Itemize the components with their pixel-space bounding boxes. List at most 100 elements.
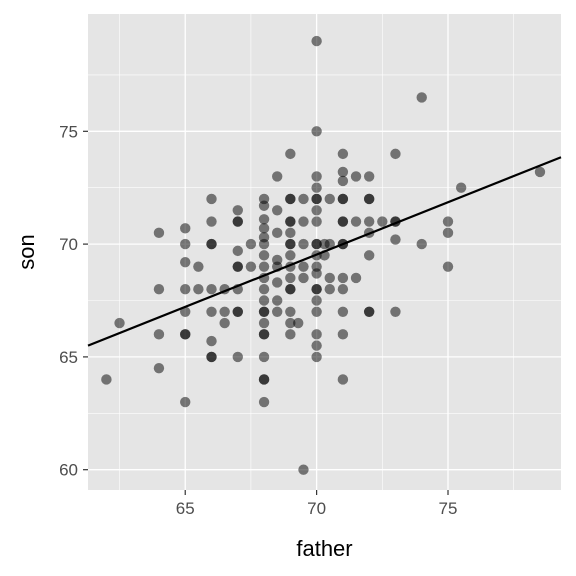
data-point	[324, 284, 335, 295]
data-point	[258, 200, 270, 211]
data-point	[311, 295, 322, 306]
data-point	[206, 335, 217, 347]
x-tick-label: 70	[307, 499, 326, 518]
data-point	[258, 250, 270, 261]
data-point	[272, 205, 283, 216]
data-point	[337, 216, 349, 227]
data-point	[324, 272, 335, 284]
data-point	[442, 261, 454, 272]
data-point	[350, 171, 362, 182]
x-tick-label: 65	[176, 499, 195, 518]
data-point	[311, 205, 322, 216]
data-point	[390, 234, 401, 245]
data-point	[232, 245, 243, 257]
data-point	[285, 284, 296, 295]
data-point	[298, 193, 309, 205]
data-point	[232, 261, 243, 272]
data-point	[311, 306, 322, 317]
data-point	[311, 216, 322, 227]
data-point	[311, 182, 322, 193]
data-point	[206, 193, 217, 205]
data-point	[337, 272, 349, 284]
data-point	[311, 351, 322, 363]
data-point	[311, 238, 322, 250]
data-point	[219, 306, 230, 317]
data-point	[258, 223, 270, 234]
data-point	[180, 238, 191, 250]
data-point	[193, 261, 204, 272]
data-point	[363, 193, 375, 205]
data-point	[232, 306, 243, 317]
data-point	[337, 306, 349, 317]
data-point	[324, 238, 335, 250]
data-point	[193, 284, 204, 295]
regression-line	[87, 156, 562, 347]
data-point	[293, 317, 304, 329]
data-point	[377, 216, 388, 227]
data-point	[272, 171, 283, 182]
data-point	[311, 193, 322, 205]
data-point	[298, 272, 309, 284]
data-point	[337, 284, 349, 295]
data-point	[153, 284, 165, 295]
data-point	[272, 306, 283, 317]
data-point	[206, 306, 217, 317]
data-point	[258, 329, 270, 340]
data-point	[285, 148, 296, 160]
data-point	[285, 272, 296, 284]
data-point	[232, 205, 243, 216]
data-point	[311, 268, 322, 279]
data-point	[258, 374, 270, 385]
data-point	[337, 329, 349, 340]
axes: 65 70 75 60 65 70 75	[59, 122, 457, 518]
data-point	[390, 148, 401, 160]
y-axis-title: son	[14, 234, 39, 269]
data-point	[180, 284, 191, 295]
regression-line-group	[87, 156, 562, 347]
data-point	[285, 329, 296, 340]
data-point	[442, 216, 454, 227]
data-point	[245, 238, 257, 250]
data-point	[272, 227, 283, 239]
data-point	[324, 193, 335, 205]
data-point	[298, 261, 309, 272]
data-point	[180, 329, 191, 340]
data-point	[285, 216, 296, 227]
data-point	[298, 464, 309, 475]
y-tick-label: 60	[59, 461, 78, 480]
data-point	[285, 227, 296, 239]
data-point	[153, 329, 165, 340]
data-point	[153, 227, 165, 239]
data-point	[258, 261, 270, 272]
data-point	[219, 317, 230, 329]
data-point	[363, 216, 375, 227]
data-point	[337, 166, 349, 178]
data-point	[311, 284, 322, 295]
x-tick-label: 75	[439, 499, 458, 518]
data-point	[337, 148, 349, 160]
data-point	[337, 193, 349, 205]
y-tick-label: 70	[59, 235, 78, 254]
data-point	[311, 126, 322, 137]
data-points	[101, 35, 546, 475]
data-point	[180, 306, 191, 317]
data-point	[350, 272, 362, 284]
data-point	[258, 238, 270, 250]
data-point	[180, 223, 191, 234]
data-point	[311, 340, 322, 351]
data-point	[337, 374, 349, 385]
data-point	[363, 171, 375, 182]
data-point	[258, 295, 270, 306]
data-point	[363, 306, 375, 317]
data-point	[272, 277, 283, 288]
data-point	[416, 238, 427, 250]
data-point	[114, 317, 125, 329]
data-point	[285, 193, 296, 205]
data-point	[258, 284, 270, 295]
data-point	[180, 256, 191, 268]
data-point	[153, 362, 165, 374]
data-point	[101, 374, 112, 385]
data-point	[337, 175, 349, 187]
data-point	[534, 166, 546, 178]
